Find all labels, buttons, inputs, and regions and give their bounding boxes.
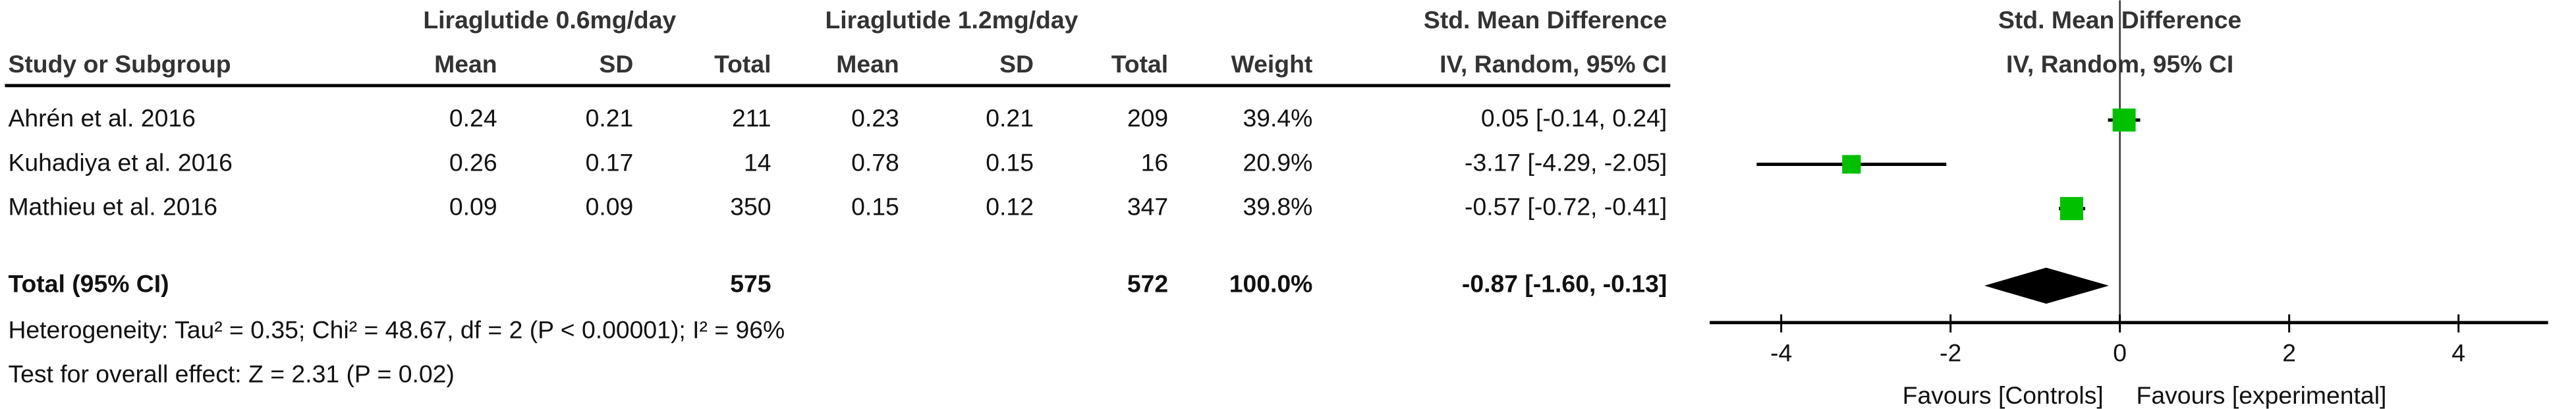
col-sd2: SD — [999, 50, 1034, 78]
cell-weight: 39.8% — [1243, 193, 1312, 221]
cell-ci-text: 0.05 [-0.14, 0.24] — [1481, 104, 1667, 132]
table-row: Ahrén et al. 2016 0.24 0.21 211 0.23 0.21 209 3… — [8, 104, 1667, 132]
cell-mean2: 0.78 — [851, 148, 899, 176]
group2-header: Liraglutide 1.2mg/day — [826, 6, 1078, 34]
total-ci: -0.87 [-1.60, -0.13] — [1462, 270, 1667, 298]
table-row: Kuhadiya et al. 2016 0.26 0.17 14 0.78 0.15 16… — [8, 148, 1667, 176]
cell-total2: 347 — [1127, 193, 1168, 221]
x-tick-label: 4 — [2451, 339, 2465, 366]
total-label: Total (95% CI) — [8, 270, 169, 298]
cell-study: Ahrén et al. 2016 — [8, 104, 195, 132]
study-marker — [1842, 155, 1861, 174]
cell-mean1: 0.24 — [449, 104, 497, 132]
col-sd1: SD — [599, 50, 633, 78]
cell-mean1: 0.09 — [449, 193, 497, 221]
cell-total1: 14 — [744, 148, 771, 176]
total-weight: 100.0% — [1229, 270, 1313, 298]
cell-sd1: 0.21 — [586, 104, 634, 132]
favours-right-label: Favours [experimental] — [2137, 381, 2387, 409]
x-tick-label: 0 — [2113, 339, 2127, 366]
x-tick-label: -2 — [1940, 339, 1961, 366]
favours-left-label: Favours [Controls] — [1903, 381, 2104, 409]
total-group2: 572 — [1127, 270, 1168, 298]
table-row: Mathieu et al. 2016 0.09 0.09 350 0.15 0.12 34… — [8, 193, 1667, 221]
cell-study: Mathieu et al. 2016 — [8, 193, 217, 221]
cell-mean2: 0.23 — [851, 104, 899, 132]
col-ci: IV, Random, 95% CI — [1440, 50, 1667, 78]
heterogeneity-text: Heterogeneity: Tau² = 0.35; Chi² = 48.67… — [8, 315, 785, 343]
cell-weight: 20.9% — [1243, 148, 1312, 176]
cell-study: Kuhadiya et al. 2016 — [8, 148, 233, 176]
overall-effect-text: Test for overall effect: Z = 2.31 (P = 0… — [8, 360, 454, 388]
study-marker — [2112, 108, 2136, 132]
col-total1: Total — [714, 50, 771, 78]
col-study: Study or Subgroup — [8, 50, 231, 78]
cell-weight: 39.4% — [1243, 104, 1312, 132]
group1-header: Liraglutide 0.6mg/day — [423, 6, 676, 34]
cell-ci-text: -3.17 [-4.29, -2.05] — [1465, 148, 1667, 176]
total-group1: 575 — [730, 270, 771, 298]
cell-sd2: 0.21 — [986, 104, 1034, 132]
col-mean1: Mean — [434, 50, 497, 78]
cell-total1: 350 — [730, 193, 771, 221]
cell-sd2: 0.15 — [986, 148, 1034, 176]
x-tick-label: 2 — [2282, 339, 2296, 366]
col-weight: Weight — [1231, 50, 1313, 78]
col-total2: Total — [1111, 50, 1168, 78]
cell-mean2: 0.15 — [851, 193, 899, 221]
cell-total1: 211 — [732, 104, 771, 132]
cell-total2: 209 — [1127, 104, 1168, 132]
cell-sd1: 0.09 — [586, 193, 634, 221]
cell-mean1: 0.26 — [449, 148, 497, 176]
cell-sd1: 0.17 — [586, 148, 634, 176]
col-mean2: Mean — [836, 50, 899, 78]
cell-ci-text: -0.57 [-0.72, -0.41] — [1465, 193, 1667, 221]
pooled-diamond — [1984, 267, 2109, 304]
cell-total2: 16 — [1141, 148, 1169, 176]
effect-header: Std. Mean Difference — [1424, 6, 1667, 34]
x-tick-label: -4 — [1770, 339, 1792, 366]
cell-sd2: 0.12 — [986, 193, 1034, 221]
study-marker — [2059, 197, 2083, 221]
